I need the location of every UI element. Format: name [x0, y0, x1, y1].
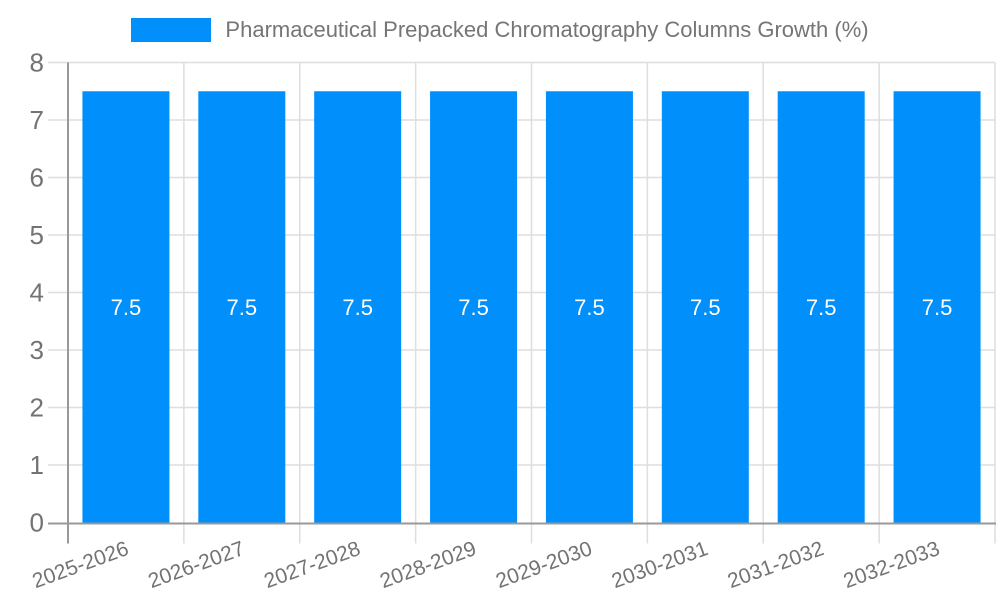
bar-value-label: 7.5: [227, 295, 258, 320]
x-axis-label: 2025-2026: [29, 537, 131, 593]
x-axis-label: 2032-2033: [841, 537, 943, 593]
x-axis-label: 2028-2029: [377, 537, 479, 593]
bar-value-label: 7.5: [690, 295, 721, 320]
legend-item[interactable]: Pharmaceutical Prepacked Chromatography …: [131, 17, 869, 42]
bar-2025-2026[interactable]: [82, 91, 170, 523]
bar-2028-2029[interactable]: [430, 91, 518, 523]
bar-2029-2030[interactable]: [545, 91, 633, 523]
x-axis-label: 2031-2032: [725, 537, 827, 593]
bar-value-label: 7.5: [922, 295, 953, 320]
y-axis-label: 8: [30, 48, 44, 78]
bar-value-label: 7.5: [806, 295, 837, 320]
legend-label: Pharmaceutical Prepacked Chromatography …: [225, 17, 869, 42]
x-axis-label: 2029-2030: [493, 537, 595, 593]
bar-2032-2033[interactable]: [893, 91, 981, 523]
y-axis-label: 7: [30, 105, 44, 135]
legend-swatch: [131, 18, 212, 42]
y-axis-label: 1: [30, 450, 44, 480]
y-axis-label: 3: [30, 335, 44, 365]
bar-value-label: 7.5: [111, 295, 142, 320]
bar-2031-2032[interactable]: [777, 91, 865, 523]
y-axis-label: 4: [30, 278, 44, 308]
y-axis-label: 0: [30, 508, 44, 538]
bar-2030-2031[interactable]: [661, 91, 749, 523]
x-axis-label: 2030-2031: [609, 537, 711, 593]
bar-2027-2028[interactable]: [314, 91, 402, 523]
legend: Pharmaceutical Prepacked Chromatography …: [0, 18, 1000, 42]
x-axis-label: 2026-2027: [145, 537, 247, 593]
x-axis-label: 2027-2028: [261, 537, 363, 593]
y-axis-label: 5: [30, 220, 44, 250]
bar-value-label: 7.5: [574, 295, 605, 320]
bar-value-label: 7.5: [458, 295, 489, 320]
y-axis-label: 6: [30, 163, 44, 193]
bar-2026-2027[interactable]: [198, 91, 286, 523]
y-axis-label: 2: [30, 393, 44, 423]
bar-value-label: 7.5: [342, 295, 373, 320]
